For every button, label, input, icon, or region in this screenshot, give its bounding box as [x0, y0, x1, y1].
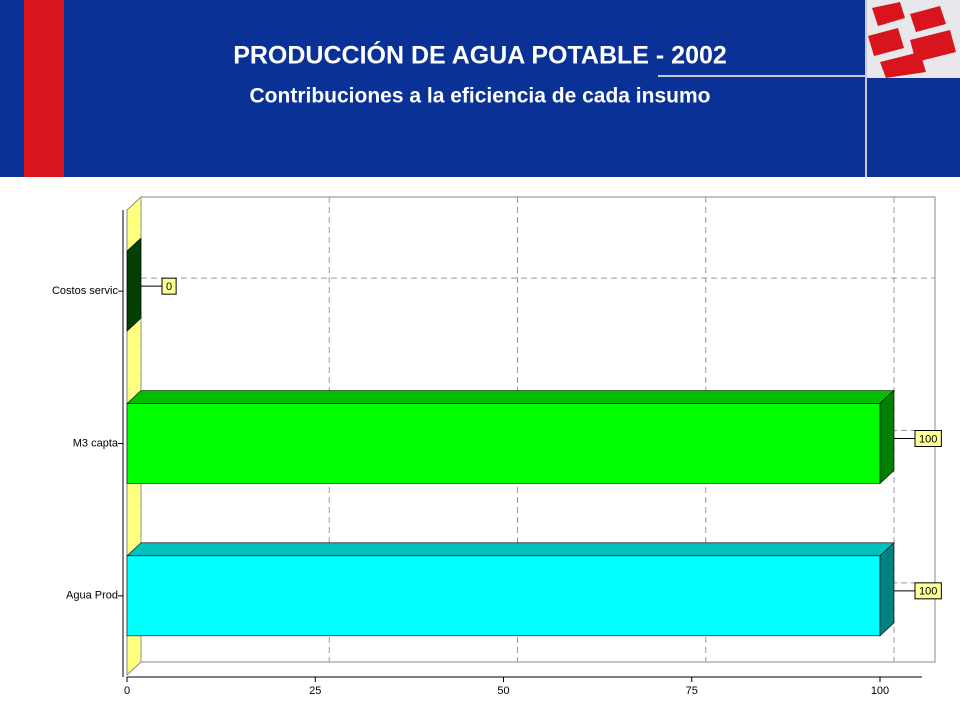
value-label-box: [914, 582, 942, 600]
value-label-box: [914, 430, 942, 447]
bar-top: [126, 542, 895, 557]
chart-subtitle: Contribuciones a la eficiencia de cada i…: [250, 85, 711, 108]
bar: [126, 403, 881, 484]
chart-title: PRODUCCIÓN DE AGUA POTABLE - 2002: [233, 40, 727, 70]
bar-top: [126, 390, 895, 404]
bar-side: [879, 389, 895, 485]
value-label-box: [161, 277, 177, 295]
bar: [126, 555, 881, 637]
y-tick-label: Agua Prod: [66, 590, 118, 602]
bar-side: [879, 542, 895, 637]
y-tick-label: M3 capta: [73, 437, 119, 449]
value-label: 0: [166, 281, 172, 293]
logo: [866, 0, 960, 78]
bar-side: [126, 237, 142, 332]
value-label: 100: [919, 433, 937, 445]
y-tick-label: Costos servic: [52, 285, 119, 297]
red-stripe: [24, 0, 64, 177]
header-band: [0, 0, 960, 177]
x-tick-label: 100: [871, 685, 889, 697]
x-tick-label: 0: [124, 685, 130, 697]
x-tick-label: 75: [686, 685, 698, 697]
value-label: 100: [919, 586, 937, 598]
x-tick-label: 25: [309, 685, 321, 697]
x-tick-label: 50: [497, 685, 509, 697]
